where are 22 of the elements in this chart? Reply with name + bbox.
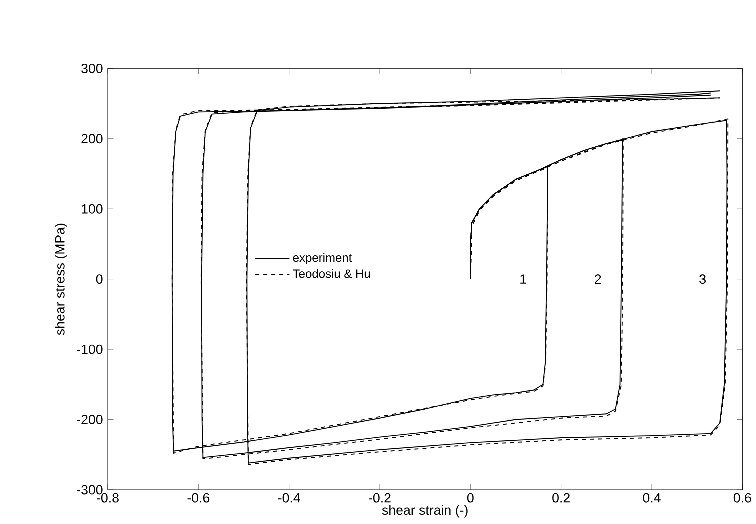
legend-label: experiment	[293, 253, 352, 265]
x-tick-label: -0.8	[97, 493, 119, 503]
x-axis-title: shear strain (-)	[382, 505, 468, 518]
y-tick-label: -300	[77, 485, 103, 495]
y-tick-label: -100	[77, 344, 103, 354]
x-tick-label: -0.2	[369, 493, 391, 503]
annotation: 2	[595, 274, 602, 284]
annotation: 1	[520, 274, 526, 284]
y-tick-label: 300	[82, 64, 103, 74]
annotation: 3	[700, 274, 706, 284]
y-tick-label: 200	[82, 134, 103, 144]
y-tick-label: 100	[82, 204, 103, 214]
x-tick-label: -0.6	[188, 493, 210, 503]
x-tick-label: 0	[467, 493, 474, 503]
x-tick-label: 0.6	[734, 493, 752, 503]
y-axis-title: shear stress (MPa)	[55, 224, 68, 336]
x-tick-label: 0.2	[552, 493, 570, 503]
y-tick-label: 0	[96, 274, 103, 284]
legend-label: Teodosiu & Hu	[293, 269, 370, 278]
x-tick-label: -0.4	[278, 493, 300, 503]
x-tick-label: 0.4	[643, 493, 661, 503]
y-tick-label: -200	[77, 415, 103, 424]
